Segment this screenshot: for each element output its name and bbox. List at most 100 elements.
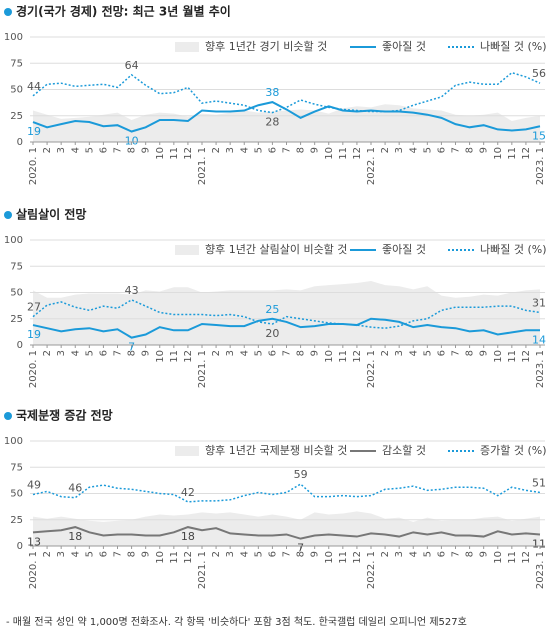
x-tick-label: 2022. 1 xyxy=(366,147,377,185)
x-tick-label: 11 xyxy=(169,350,180,363)
x-tick-label: 4 xyxy=(70,551,81,557)
area xyxy=(33,280,540,345)
x-tick-label: 3 xyxy=(56,350,67,356)
x-tick-label: 3 xyxy=(225,350,236,356)
data-label: 51 xyxy=(532,476,546,489)
x-tick-label: 5 xyxy=(84,350,95,356)
x-tick-label: 6 xyxy=(436,350,447,356)
y-tick-label: 75 xyxy=(10,462,23,473)
data-label: 56 xyxy=(532,67,546,80)
x-tick-label: 12 xyxy=(352,551,363,564)
x-tick-label: 5 xyxy=(253,147,264,153)
x-tick-label: 6 xyxy=(267,350,278,356)
y-tick-label: 50 xyxy=(10,288,23,299)
x-tick-label: 2020. 1 xyxy=(28,551,39,589)
x-tick-label: 11 xyxy=(169,551,180,564)
data-label: 10 xyxy=(125,135,139,148)
legend-label: 감소할 것 xyxy=(382,444,426,457)
x-tick-label: 5 xyxy=(422,147,433,153)
data-label: 18 xyxy=(68,530,82,543)
x-tick-label: 10 xyxy=(155,350,166,363)
data-label: 25 xyxy=(265,303,279,316)
x-tick-label: 8 xyxy=(127,147,138,153)
y-tick-label: 100 xyxy=(4,235,23,246)
x-tick-label: 11 xyxy=(507,551,518,564)
y-tick-label: 25 xyxy=(10,515,23,526)
x-tick-label: 9 xyxy=(310,551,321,557)
legend-label: 향후 1년간 살림살이 비슷할 것 xyxy=(205,243,347,256)
data-label: 64 xyxy=(125,59,139,72)
x-tick-label: 3 xyxy=(225,551,236,557)
x-tick-label: 11 xyxy=(507,350,518,363)
x-tick-label: 2 xyxy=(42,350,53,356)
data-label: 19 xyxy=(27,125,41,138)
x-tick-label: 10 xyxy=(493,147,504,160)
x-tick-label: 10 xyxy=(493,350,504,363)
x-tick-label: 5 xyxy=(84,147,95,153)
x-tick-label: 7 xyxy=(451,551,462,557)
y-tick-label: 25 xyxy=(10,111,23,122)
x-tick-label: 3 xyxy=(394,147,405,153)
legend-label: 좋아질 것 xyxy=(382,243,426,256)
x-tick-label: 6 xyxy=(436,147,447,153)
x-tick-label: 8 xyxy=(465,350,476,356)
x-tick-label: 7 xyxy=(282,551,293,557)
legend-label: 증가할 것 (%) xyxy=(480,444,547,457)
x-tick-label: 11 xyxy=(169,147,180,160)
x-tick-label: 4 xyxy=(408,147,419,153)
x-tick-label: 2022. 1 xyxy=(366,350,377,388)
x-tick-label: 7 xyxy=(113,350,124,356)
y-tick-label: 75 xyxy=(10,58,23,69)
x-tick-label: 12 xyxy=(521,147,532,160)
x-tick-label: 9 xyxy=(479,551,490,557)
y-tick-label: 50 xyxy=(10,489,23,500)
legend-label: 좋아질 것 xyxy=(382,40,426,53)
data-label: 43 xyxy=(125,284,139,297)
x-tick-label: 3 xyxy=(394,551,405,557)
panel-title: 살림살이 전망 xyxy=(16,207,86,222)
x-tick-label: 7 xyxy=(282,350,293,356)
x-tick-label: 8 xyxy=(296,147,307,153)
data-label: 13 xyxy=(27,535,41,548)
data-label: 18 xyxy=(181,530,195,543)
x-tick-label: 2 xyxy=(380,147,391,153)
y-tick-label: 25 xyxy=(10,314,23,325)
x-tick-label: 8 xyxy=(465,551,476,557)
x-tick-label: 9 xyxy=(310,147,321,153)
x-tick-label: 2021. 1 xyxy=(197,147,208,185)
y-tick-label: 0 xyxy=(17,137,23,148)
legend-label: 향후 1년간 경기 비슷할 것 xyxy=(205,40,327,53)
legend-label: 향후 1년간 국제분쟁 비슷할 것 xyxy=(205,444,347,457)
legend-label: 나빠질 것 (%) xyxy=(480,40,547,53)
legend-swatch xyxy=(175,245,199,255)
x-tick-label: 2 xyxy=(42,147,53,153)
x-tick-label: 5 xyxy=(422,350,433,356)
data-label: 20 xyxy=(265,327,279,340)
data-label: 59 xyxy=(294,468,308,481)
panel-title: 국제분쟁 증감 전망 xyxy=(16,408,113,423)
data-label: 19 xyxy=(27,328,41,341)
x-tick-label: 5 xyxy=(422,551,433,557)
x-tick-label: 9 xyxy=(310,350,321,356)
x-tick-label: 9 xyxy=(479,147,490,153)
x-tick-label: 7 xyxy=(113,551,124,557)
y-tick-label: 0 xyxy=(17,340,23,351)
x-tick-label: 2020. 1 xyxy=(28,147,39,185)
x-tick-label: 2021. 1 xyxy=(197,350,208,388)
data-label: 31 xyxy=(532,296,546,309)
line xyxy=(32,71,541,114)
x-tick-label: 6 xyxy=(267,147,278,153)
x-tick-label: 3 xyxy=(394,350,405,356)
x-tick-label: 3 xyxy=(56,147,67,153)
x-tick-label: 12 xyxy=(521,350,532,363)
x-tick-label: 4 xyxy=(239,350,250,356)
x-tick-label: 2 xyxy=(42,551,53,557)
x-tick-label: 7 xyxy=(113,147,124,153)
x-tick-label: 10 xyxy=(155,551,166,564)
x-tick-label: 7 xyxy=(451,147,462,153)
x-tick-label: 6 xyxy=(98,147,109,153)
x-tick-label: 4 xyxy=(70,147,81,153)
x-tick-label: 8 xyxy=(465,147,476,153)
x-tick-label: 11 xyxy=(338,551,349,564)
x-tick-label: 5 xyxy=(253,350,264,356)
